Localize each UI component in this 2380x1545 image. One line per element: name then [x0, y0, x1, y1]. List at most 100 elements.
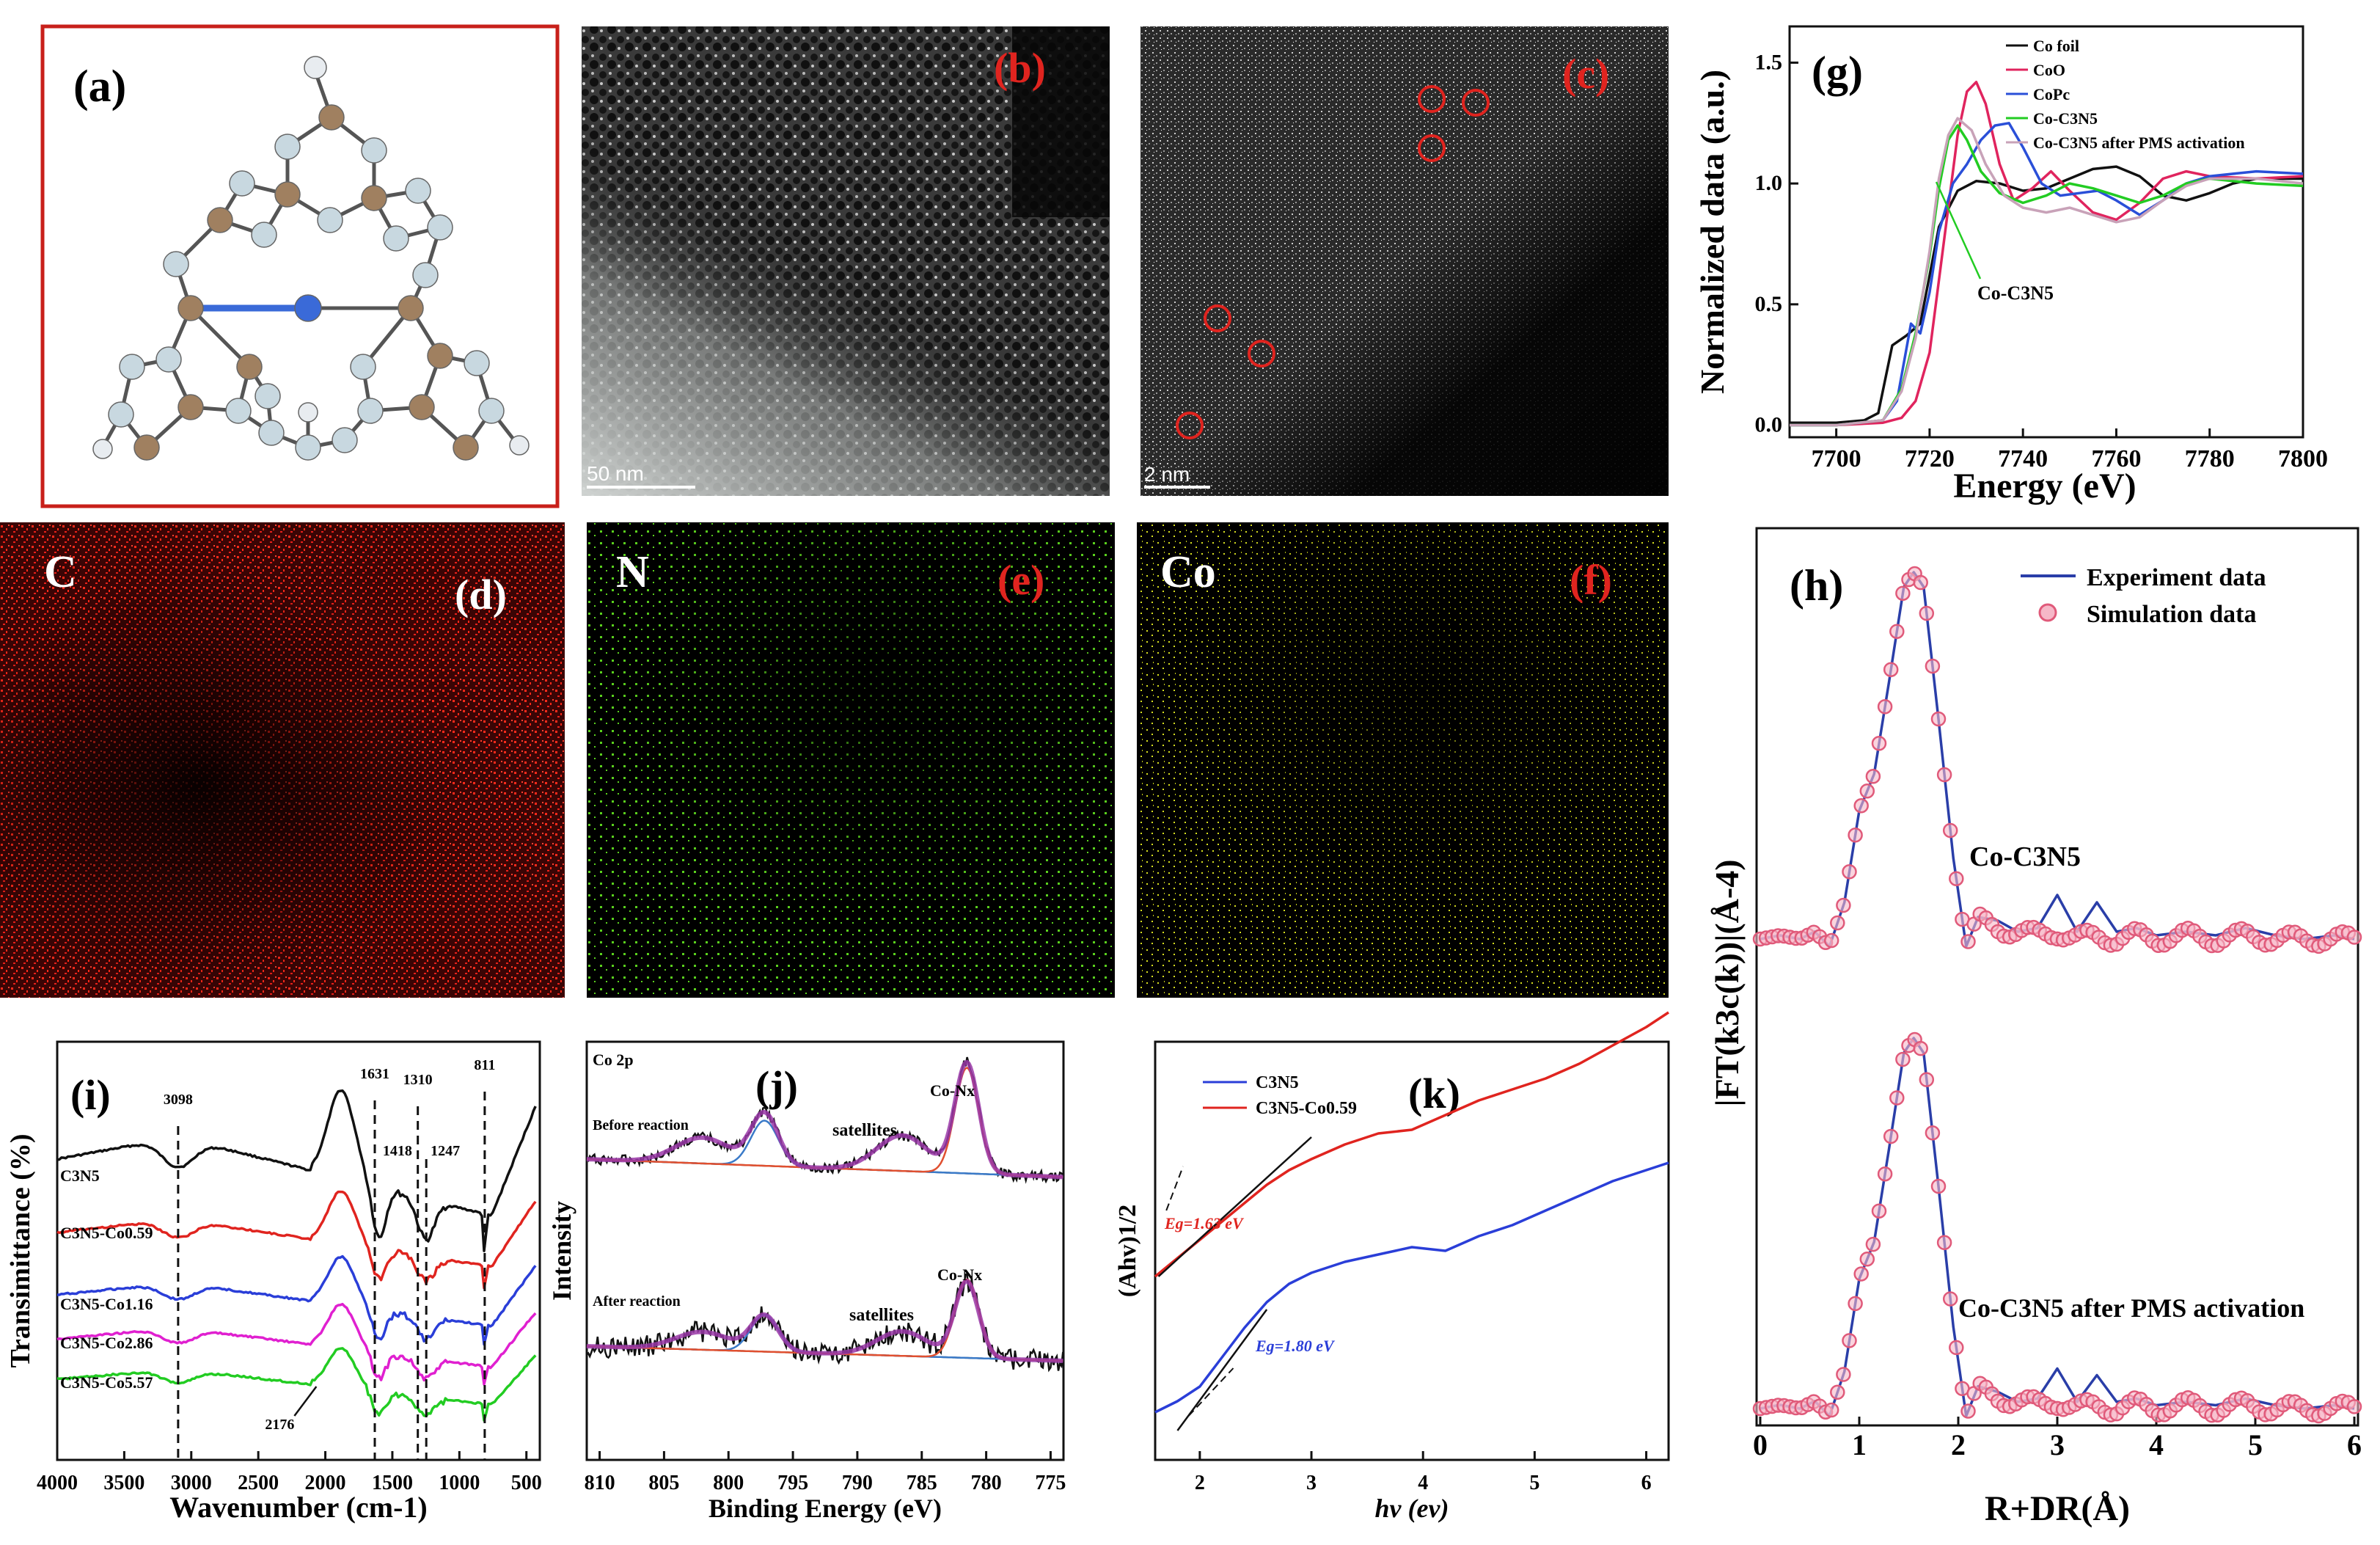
chart-g-xtick-label: 7720: [1905, 445, 1955, 472]
series-i-0: [56, 1089, 537, 1252]
sim-point-h: [1859, 784, 1875, 799]
panel-label-g: (g): [1812, 48, 1863, 96]
chart-g-xtick-label: 7700: [1812, 445, 1861, 472]
series-i-3: [56, 1302, 537, 1386]
chart-j-text-1: satellites: [832, 1121, 897, 1140]
sim-point-h: [1925, 1125, 1941, 1141]
chart-i-frame: [56, 1040, 541, 1461]
annotation-g-pointer: [1935, 181, 1982, 280]
chart-i-xtick-label: 1500: [372, 1472, 413, 1494]
sim-point-h: [1842, 864, 1857, 880]
sim-point-h: [1936, 767, 1952, 783]
legend-k-0: C3N5: [1256, 1073, 1299, 1092]
series-g-2: [1790, 122, 2304, 427]
chart-g-ytick-label: 1.5: [1755, 50, 1783, 74]
chart-k-xtick-label: 2: [1195, 1472, 1205, 1494]
sim-point-h: [1949, 871, 1964, 886]
series-i-2: [56, 1254, 537, 1346]
sim-point-h: [1859, 1252, 1875, 1267]
sim-point-h: [1919, 1072, 1935, 1087]
chart-g-frame: [1788, 25, 2304, 439]
chart-k-ticks: 2 3 4 5 6: [1195, 1451, 1652, 1494]
chart-g-xlabel: Energy (eV): [1953, 467, 2136, 505]
sim-point-h: [1823, 932, 1839, 949]
series-label-i-2: C3N5-Co1.16: [60, 1295, 153, 1313]
chart-h-xlabel: R+DR(Å): [1985, 1489, 2130, 1528]
single-atom-markers: [1176, 85, 1490, 439]
chart-h-xtick-label: 3: [2050, 1428, 2065, 1461]
chart-g-legend: Co foil CoO CoPc Co-C3N5 Co-C3N5 after P…: [2006, 37, 2245, 152]
annotation-k-0-pointer: [1165, 1166, 1184, 1211]
chart-j-xtick-label: 805: [648, 1472, 679, 1494]
chart-h-xtick-label: 0: [1753, 1428, 1768, 1461]
chart-g-xtick-label: 7760: [2091, 445, 2141, 472]
sim-point-h: [1836, 897, 1851, 913]
peak-label-i: 811: [474, 1057, 495, 1073]
chart-g-ytick-label: 0.0: [1755, 413, 1783, 437]
sim-point-h: [1960, 934, 1976, 949]
sim-point-h: [1942, 1291, 1958, 1307]
annotation-h-1: Co-C3N5 after PMS activation: [1958, 1293, 2304, 1323]
chart-h-xtick-label: 6: [2347, 1428, 2362, 1461]
chart-j-xtick-label: 795: [777, 1472, 808, 1494]
chart-k-ylabel: (Ahv)1/2: [1114, 1205, 1141, 1298]
chart-i-peaks: 3098 1631 1418 1310 1247 811 2176: [164, 1057, 495, 1460]
chart-h-series: [1752, 566, 2362, 1424]
chart-h-xtick-label: 5: [2248, 1428, 2263, 1461]
panel-e: N (e): [587, 522, 1115, 998]
panel-label-b: (b): [994, 44, 1046, 92]
chart-i-xtick-label: 500: [511, 1472, 542, 1494]
sim-point-h: [1830, 1384, 1845, 1400]
sim-point-h: [1930, 711, 1947, 727]
chart-j-series: [586, 1056, 1064, 1373]
legend-h-0: Experiment data: [2087, 564, 2266, 591]
chart-j-xtick-label: 780: [971, 1472, 1002, 1494]
panel-h: (h) Experiment data Simulation data 0 1 2 3…: [1708, 527, 2362, 1528]
sim-point-h: [1877, 1166, 1893, 1182]
molecule-atoms: [92, 56, 530, 461]
chart-i-ticks: 4000 3500 3000 2500 2000 1500 1000 500: [37, 1451, 542, 1494]
scale-bar-label-c: 2 nm: [1144, 463, 1190, 486]
panel-g: (g) 7700 7720 7740 7760 7780 7800 0.0 0.5 1.0 1.5…: [1694, 25, 2328, 505]
series-j-fit-0: [586, 1059, 1063, 1180]
chart-j-xtick-label: 790: [842, 1472, 873, 1494]
chart-i-xtick-label: 4000: [37, 1472, 78, 1494]
chart-g-xtick-label: 7740: [1998, 445, 2048, 472]
sim-point-h: [2346, 1399, 2362, 1414]
sim-point-h: [1853, 1266, 1869, 1282]
chart-j-ylabel: Intensity: [547, 1201, 576, 1301]
sim-point-h: [1919, 605, 1935, 621]
annotation-k-1: Eg=1.80 eV: [1255, 1337, 1336, 1355]
chart-h-xtick-label: 4: [2149, 1428, 2164, 1461]
chart-i-xlabel: Wavenumber (cm-1): [169, 1491, 427, 1524]
chart-h-xtick-label: 2: [1951, 1428, 1966, 1461]
series-g-4: [1790, 117, 2304, 427]
panel-k: (k) C3N5 C3N5-Co0.59 2 3 4 5 6 Eg=1.63 eV Eg…: [1114, 1011, 1670, 1523]
series-k-0: [1154, 1161, 1669, 1414]
series-j-raw-1: [586, 1273, 1064, 1373]
tangent-k-1: [1176, 1309, 1268, 1431]
chart-i-xtick-label: 2500: [238, 1472, 279, 1494]
panel-j: Co 2p (j) 810 805 800 795 790 785 780 775 Befor…: [547, 1040, 1066, 1523]
sim-point-h: [1836, 1367, 1851, 1382]
panel-label-f: (f): [1570, 556, 1612, 604]
panel-label-k: (k): [1408, 1070, 1460, 1117]
chart-i-xtick-label: 1000: [439, 1472, 480, 1494]
chart-k-legend: C3N5 C3N5-Co0.59: [1203, 1073, 1357, 1118]
chart-g-ytick-label: 1.0: [1755, 171, 1783, 195]
series-g-0: [1790, 165, 2303, 424]
series-label-i-0: C3N5: [60, 1166, 100, 1185]
sim-point-h: [1871, 736, 1887, 751]
sim-point-h: [1936, 1235, 1952, 1251]
peak-label-i: 1247: [431, 1143, 460, 1159]
panel-label-j: (j): [755, 1062, 798, 1110]
sim-point-h: [1895, 1051, 1911, 1067]
chart-g-series: [1790, 81, 2304, 427]
eds-element-c: C: [44, 547, 77, 597]
scale-bar-label-b: 50 nm: [587, 462, 644, 485]
eds-element-n: N: [616, 547, 649, 597]
sim-point-h: [1960, 1403, 1976, 1419]
sim-point-h: [1871, 1203, 1887, 1219]
chart-j-frame: [585, 1040, 1065, 1461]
sim-point-h: [1930, 1178, 1947, 1194]
